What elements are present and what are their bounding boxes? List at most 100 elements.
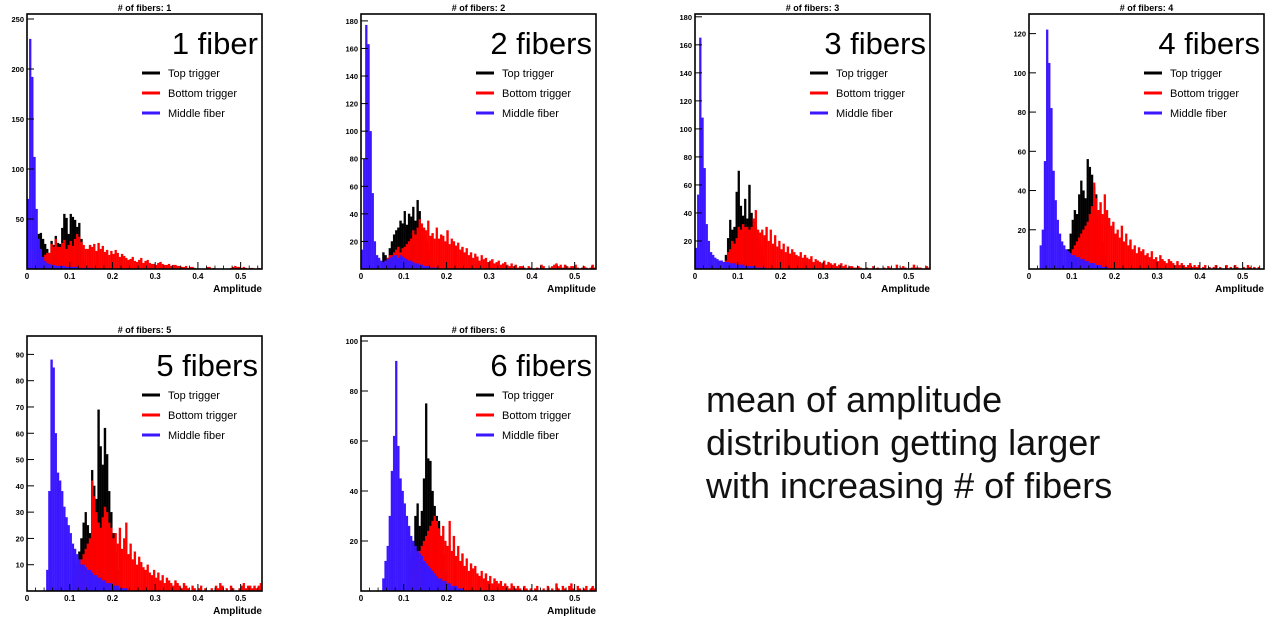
bar-bottom-trigger: [131, 256, 134, 270]
bar-bottom-trigger: [1097, 210, 1100, 270]
bar-bottom-trigger: [799, 252, 802, 270]
y-tick-label: 140: [679, 69, 692, 78]
bar-bottom-trigger: [1135, 253, 1139, 270]
bar-bottom-trigger: [493, 578, 496, 592]
bar-bottom-trigger: [1150, 251, 1154, 270]
bar-middle-fiber: [1073, 255, 1077, 270]
bar-middle-fiber: [56, 472, 60, 592]
plot-frame: [26, 13, 263, 270]
bar-middle-fiber: [401, 490, 404, 592]
bar-middle-fiber: [67, 525, 70, 592]
legend-entry-bottom-trigger: Bottom trigger: [502, 410, 571, 422]
bar-bottom-trigger: [1112, 221, 1115, 270]
bar-bottom-trigger: [1169, 261, 1173, 270]
plot-frame: [360, 13, 597, 270]
bar-bottom-trigger: [116, 252, 119, 270]
y-tick-label: 100: [679, 125, 692, 134]
bar-middle-fiber: [392, 435, 396, 592]
bar-middle-fiber: [108, 583, 111, 592]
bar-bottom-trigger: [1144, 255, 1147, 270]
y-tick-label: 40: [350, 210, 358, 219]
bar-bottom-trigger: [54, 238, 58, 270]
bar-bottom-trigger: [146, 564, 149, 592]
bar-middle-fiber: [405, 515, 409, 592]
x-axis-label: Amplitude: [547, 606, 596, 617]
bar-bottom-trigger: [1125, 233, 1128, 270]
bar-bottom-trigger: [129, 543, 132, 592]
bar-middle-fiber: [54, 433, 58, 592]
y-tick-label: 80: [1018, 108, 1026, 117]
bar-bottom-trigger: [108, 254, 111, 270]
bar-middle-fiber: [88, 569, 92, 592]
bar-bottom-trigger: [776, 246, 779, 270]
bar-bottom-trigger: [484, 257, 488, 270]
bar-middle-fiber: [412, 540, 415, 592]
bar-middle-fiber: [422, 560, 426, 592]
bar-bottom-trigger: [435, 227, 439, 270]
y-tick-label: 40: [684, 209, 692, 218]
x-tick-label: 0.3: [150, 272, 162, 281]
bar-bottom-trigger: [1090, 206, 1094, 270]
bar-bottom-trigger: [771, 243, 775, 270]
bar-middle-fiber: [1065, 249, 1068, 270]
legend-entry-middle-fiber: Middle fiber: [168, 108, 225, 120]
x-tick-label: 0.2: [441, 594, 453, 603]
plot-frame: [694, 13, 931, 270]
bar-middle-fiber: [701, 117, 704, 270]
x-tick-label: 0.2: [1109, 272, 1121, 281]
y-tick-label: 40: [16, 482, 24, 491]
legend-entry-middle-fiber: Middle fiber: [1170, 108, 1227, 120]
legend-entry-middle-fiber: Middle fiber: [836, 108, 893, 120]
bar-bottom-trigger: [118, 527, 122, 592]
x-tick-label: 0.2: [107, 272, 119, 281]
bar-bottom-trigger: [140, 257, 143, 270]
bar-bottom-trigger: [1118, 237, 1121, 270]
bar-bottom-trigger: [791, 249, 794, 270]
bar-bottom-trigger: [105, 249, 109, 270]
bar-middle-fiber: [46, 262, 49, 270]
x-axis-label: Amplitude: [213, 606, 262, 617]
y-tick-label: 60: [350, 182, 358, 191]
bar-middle-fiber: [1056, 219, 1060, 270]
plot-frame: [360, 335, 597, 592]
x-axis-label: Amplitude: [1215, 284, 1264, 295]
bar-bottom-trigger: [165, 577, 169, 592]
chart-title: # of fibers: 4: [1120, 3, 1174, 13]
bar-bottom-trigger: [1176, 261, 1179, 270]
x-tick-label: 0.4: [526, 594, 538, 603]
y-tick-label: 60: [1018, 147, 1026, 156]
bar-middle-fiber: [707, 240, 711, 270]
bar-bottom-trigger: [174, 580, 177, 592]
bar-bottom-trigger: [439, 234, 443, 270]
chart-title: # of fibers: 5: [118, 325, 172, 335]
summary-note-line-3: with increasing # of fibers: [706, 465, 1113, 506]
bar-bottom-trigger: [418, 219, 421, 270]
bar-bottom-trigger: [491, 583, 494, 592]
y-tick-label: 30: [16, 508, 24, 517]
x-tick-label: 0.1: [64, 272, 76, 281]
histogram-svg: # of fibers: 4 0 0.1 0.2 0.3 0.4 0.5 20 40 60 80 10…: [1013, 3, 1265, 295]
bar-bottom-trigger: [510, 583, 513, 592]
bar-middle-fiber: [46, 569, 49, 592]
legend-entry-top-trigger: Top trigger: [502, 390, 554, 402]
x-tick-label: 0.2: [107, 594, 119, 603]
bar-bottom-trigger: [442, 235, 445, 270]
y-tick-label: 50: [16, 456, 24, 465]
y-tick-label: 100: [345, 337, 358, 346]
bar-bottom-trigger: [176, 583, 179, 592]
bar-middle-fiber: [1050, 108, 1053, 270]
bar-bottom-trigger: [1152, 259, 1156, 270]
bar-bottom-trigger: [769, 229, 773, 270]
x-tick-label: 0.3: [150, 594, 162, 603]
bar-middle-fiber: [1052, 170, 1055, 270]
legend-entry-middle-fiber: Middle fiber: [502, 430, 559, 442]
bar-bottom-trigger: [767, 240, 770, 270]
bar-bottom-trigger: [78, 236, 81, 270]
bar-middle-fiber: [63, 506, 66, 592]
bar-bottom-trigger: [448, 244, 451, 270]
bar-bottom-trigger: [784, 252, 787, 270]
bar-middle-fiber: [1058, 233, 1062, 270]
x-tick-label: 0.1: [64, 594, 76, 603]
bar-bottom-trigger: [1161, 259, 1164, 270]
bar-middle-fiber: [1075, 257, 1079, 270]
